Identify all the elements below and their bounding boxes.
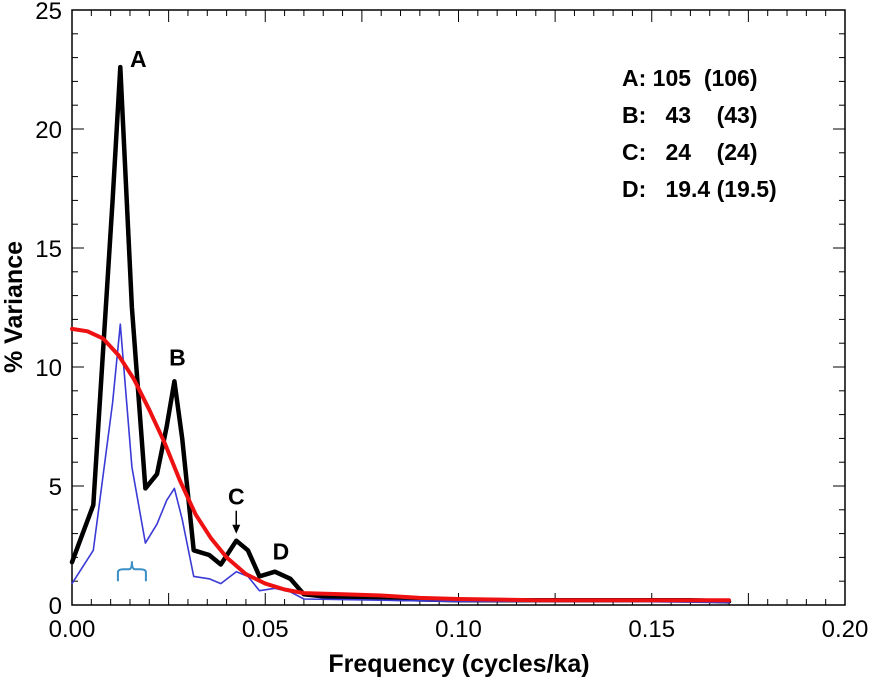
peak-label-b: B [169, 344, 186, 370]
y-tick-label: 25 [35, 0, 62, 25]
x-tick-label: 0.05 [242, 616, 289, 643]
x-axis-title: Frequency (cycles/ka) [328, 650, 589, 678]
period-annotation-line: B: 43 (43) [622, 102, 757, 128]
period-annotation-line: A: 105 (106) [622, 65, 758, 91]
x-tick-label: 0.00 [49, 616, 96, 643]
axes: 0.00 0.05 0.10 0.15 0.20 0 5 10 15 20 25 [35, 0, 868, 643]
period-annotation: A: 105 (106) B: 43 (43) C: 24 (24) D: 19.4 … [622, 65, 777, 202]
x-tick-label: 0.10 [435, 616, 482, 643]
peak-label-d: D [273, 539, 290, 565]
series-group [69, 64, 732, 604]
y-tick-label: 10 [35, 355, 62, 382]
x-tick-label: 0.15 [628, 616, 675, 643]
period-annotation-line: C: 24 (24) [622, 139, 757, 165]
y-tick-label: 20 [35, 117, 62, 144]
frequency-band-bracket [116, 561, 147, 582]
y-tick-label: 5 [49, 474, 62, 501]
peak-c-arrow-head [232, 524, 241, 534]
peak-labels: A B C D [116, 46, 290, 582]
y-tick-label: 0 [49, 593, 62, 620]
y-axis-title: % Variance [0, 241, 28, 373]
period-annotation-line: D: 19.4 (19.5) [622, 176, 777, 202]
series-line-3 [70, 326, 731, 603]
peak-label-c: C [228, 484, 245, 510]
y-tick-label: 15 [35, 236, 62, 263]
x-tick-label: 0.20 [822, 616, 869, 643]
peak-label-a: A [130, 46, 147, 72]
series-line-2 [71, 323, 730, 604]
